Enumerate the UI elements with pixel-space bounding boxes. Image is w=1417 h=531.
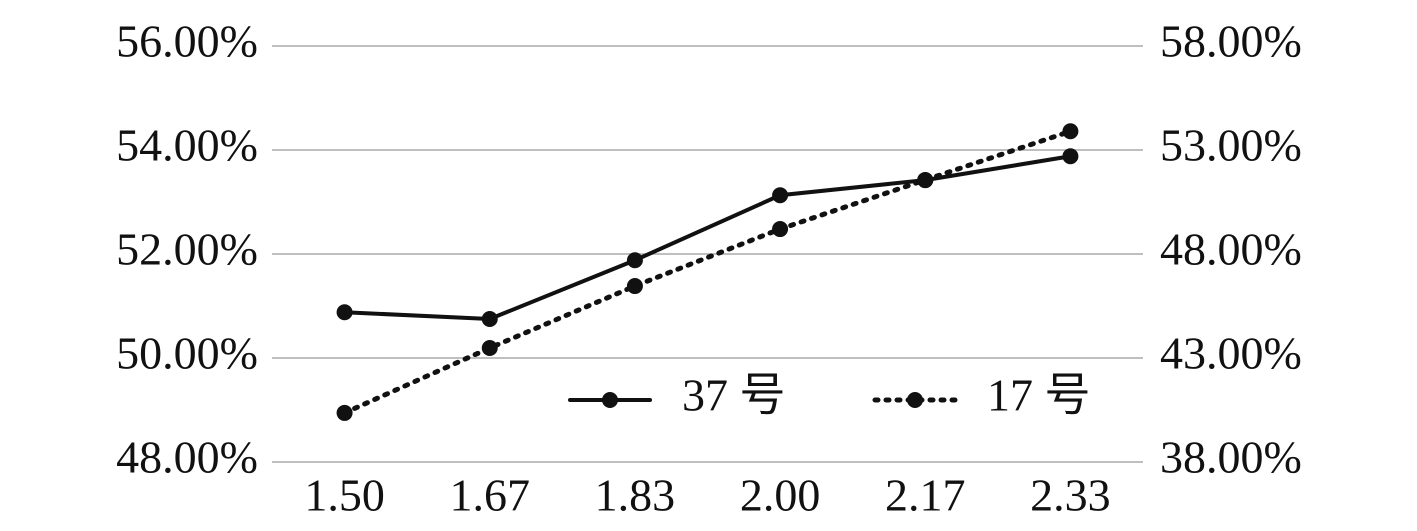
y2-tick-label: 58.00% [1160, 16, 1302, 67]
y2-tick-label: 43.00% [1160, 328, 1302, 379]
y2-tick-label: 48.00% [1160, 224, 1302, 275]
series-marker [336, 404, 353, 421]
x-tick-label: 1.67 [450, 470, 531, 521]
y-tick-label: 54.00% [116, 120, 258, 171]
legend-label: 17 号 [987, 370, 1091, 421]
series-line [342, 154, 1073, 322]
x-tick-label: 2.00 [740, 470, 821, 521]
series-line [342, 128, 1073, 416]
series-marker [626, 278, 643, 295]
x-tick-label: 2.33 [1030, 470, 1111, 521]
y-tick-label: 56.00% [116, 16, 258, 67]
legend-marker [602, 392, 618, 408]
x-tick-label: 1.83 [595, 470, 676, 521]
y-tick-label: 48.00% [116, 432, 258, 483]
series-marker [772, 187, 789, 204]
series-marker [772, 221, 789, 238]
series-marker [917, 171, 934, 188]
y-tick-label: 52.00% [116, 224, 258, 275]
series-marker [626, 252, 643, 269]
series-marker [481, 311, 498, 327]
series-marker [1062, 123, 1079, 140]
series-marker [1062, 148, 1079, 165]
series-marker [481, 340, 498, 357]
legend-marker [907, 392, 923, 408]
y-tick-label: 50.00% [116, 328, 258, 379]
legend-label: 37 号 [682, 370, 786, 421]
x-tick-label: 2.17 [885, 470, 966, 521]
y2-tick-label: 38.00% [1160, 432, 1302, 483]
x-tick-label: 1.50 [304, 470, 385, 521]
series-marker [336, 304, 353, 321]
y2-tick-label: 53.00% [1160, 120, 1302, 171]
